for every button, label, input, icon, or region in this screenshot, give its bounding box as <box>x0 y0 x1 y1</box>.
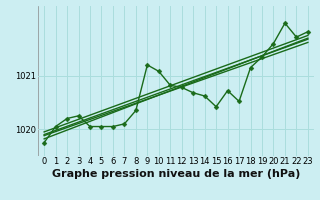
X-axis label: Graphe pression niveau de la mer (hPa): Graphe pression niveau de la mer (hPa) <box>52 169 300 179</box>
